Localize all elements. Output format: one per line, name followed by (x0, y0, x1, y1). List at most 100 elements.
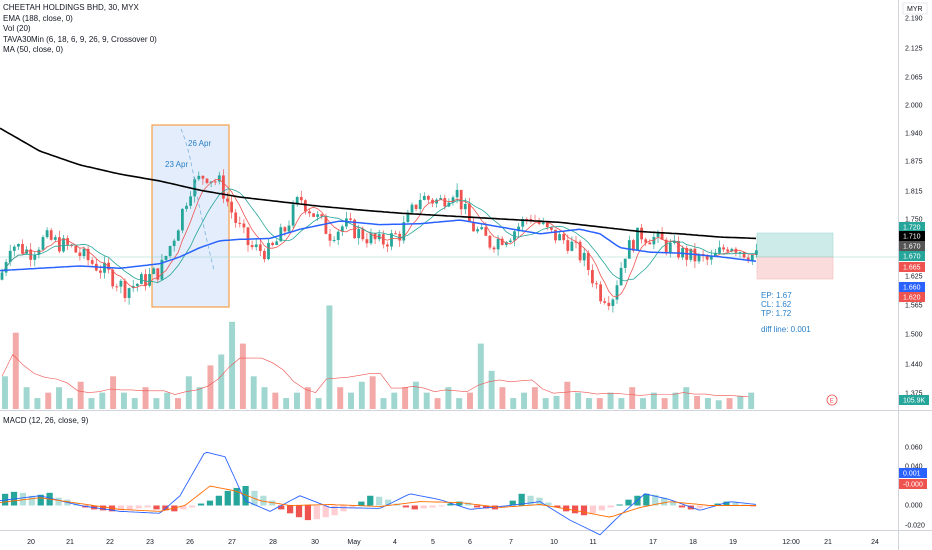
macd-tick: -0.020 (905, 523, 925, 530)
candle-body (386, 244, 389, 247)
macd-hist-bar (37, 494, 44, 506)
macd-hist-bar (661, 497, 668, 506)
price-tick: 2.000 (905, 103, 923, 110)
price-tick: 1.565 (905, 303, 923, 310)
macd-tag-value: -0.000 (903, 482, 923, 489)
volume-bar (423, 392, 430, 409)
candle-body (439, 198, 443, 200)
macd-hist-bar (456, 501, 463, 506)
macd-hist-bar (206, 500, 214, 506)
candle-body (304, 200, 307, 212)
earnings-marker[interactable] (826, 394, 838, 406)
price-tag-value: 1.620 (903, 295, 921, 302)
volume-bar (683, 387, 690, 409)
candle-body (312, 213, 315, 217)
candle-body (119, 280, 123, 287)
volume-bar (304, 387, 311, 409)
candle-body (222, 175, 225, 199)
macd-hist-bar (331, 505, 338, 516)
volume-bar (45, 392, 52, 409)
candle-body (123, 280, 127, 298)
macd-tick: 0.040 (905, 464, 923, 471)
candle-body (217, 175, 221, 182)
macd-hist-bar (714, 503, 721, 506)
earnings-marker-letter: E (830, 399, 834, 405)
macd-hist-bar (598, 505, 605, 511)
candle-body (697, 254, 701, 262)
take-profit-zone[interactable] (756, 232, 834, 258)
candle-body (340, 226, 344, 232)
macd-hist-bar (322, 505, 329, 518)
candle-body (320, 214, 324, 217)
macd-title[interactable]: MACD (12, 26, close, 9) (3, 416, 89, 425)
candle-body (115, 286, 119, 288)
price-tick: 2.065 (905, 75, 923, 82)
macd-hist-bar (73, 502, 80, 506)
candle-body (58, 237, 61, 252)
macd-hist-bar (180, 505, 187, 510)
candle-body (455, 189, 459, 198)
time-tick: 12:00 (782, 539, 800, 546)
candle-body (595, 283, 598, 285)
legend-vol[interactable]: Vol (20) (3, 24, 31, 33)
price-tag-value: 1.670 (903, 254, 921, 261)
macd-hist-bar (144, 505, 151, 508)
legend-tava[interactable]: TAVA30Min (6, 18, 6, 9, 26, 9, Crossover… (3, 34, 157, 44)
highlight-box[interactable] (151, 124, 230, 308)
candle-body (135, 283, 139, 286)
price-tag (899, 241, 925, 251)
candle-body (49, 230, 53, 240)
volume-bar (488, 370, 495, 409)
candle-body (144, 274, 147, 286)
time-axis: 20 21 22 23 26 27 28 30 May 4 5 6 7 10 11 17 18 19 12:00 21… (27, 539, 879, 546)
volume-bar (661, 398, 668, 409)
date-annotation-1: 23 Apr (165, 160, 188, 169)
macd-hist-bar (340, 505, 347, 512)
candle-body (390, 233, 393, 247)
candle-body (525, 219, 529, 221)
volume-bar (66, 398, 73, 409)
candle-body (181, 208, 184, 231)
volume-bar (499, 387, 506, 409)
macd-histogram (2, 486, 757, 521)
time-tick: 17 (649, 539, 657, 546)
price-axis: 2.190 2.125 2.065 2.000 1.940 1.875 1.815 1.750… (905, 16, 923, 398)
volume-bar (293, 392, 300, 409)
macd-hist-bar (304, 505, 312, 521)
macd-hist-bar (652, 494, 659, 506)
stop-loss-zone[interactable] (756, 256, 834, 280)
time-tick: 27 (228, 539, 236, 546)
candle-body (402, 222, 406, 241)
candle-body (230, 201, 233, 213)
candle-body (562, 234, 566, 241)
price-tick: 2.190 (905, 16, 923, 23)
cut-loss-label: CL: 1.62 (761, 300, 792, 309)
candle-body (8, 250, 12, 263)
candle-body (275, 241, 279, 245)
candle-body (509, 240, 512, 243)
volume-bar (531, 387, 538, 409)
candle-body (722, 247, 725, 250)
volume-bar (337, 387, 344, 409)
candle-body (164, 255, 168, 260)
candle-body (755, 250, 758, 255)
volume-bar (348, 392, 355, 409)
macd-hist-bar (429, 505, 436, 508)
legend-ma[interactable]: MA (50, close, 0) (3, 45, 64, 54)
legend-ema[interactable]: EMA (188, close, 0) (3, 13, 73, 23)
macd-hist-bar (563, 505, 570, 512)
macd-hist-bar (741, 504, 748, 506)
candle-body (369, 233, 373, 244)
legend-title[interactable]: CHEETAH HOLDINGS BHD, 30, MYX (3, 3, 139, 12)
macd-hist-bar (55, 497, 62, 506)
candle-body (152, 268, 156, 274)
candle-body (357, 228, 361, 239)
macd-hist-bar (571, 505, 579, 514)
price-tick: 1.750 (905, 217, 923, 224)
candle-body (316, 214, 320, 217)
price-tick: 2.125 (905, 46, 923, 53)
candle-body (70, 244, 74, 246)
candle-body (550, 227, 553, 230)
time-tick: 10 (550, 539, 558, 546)
